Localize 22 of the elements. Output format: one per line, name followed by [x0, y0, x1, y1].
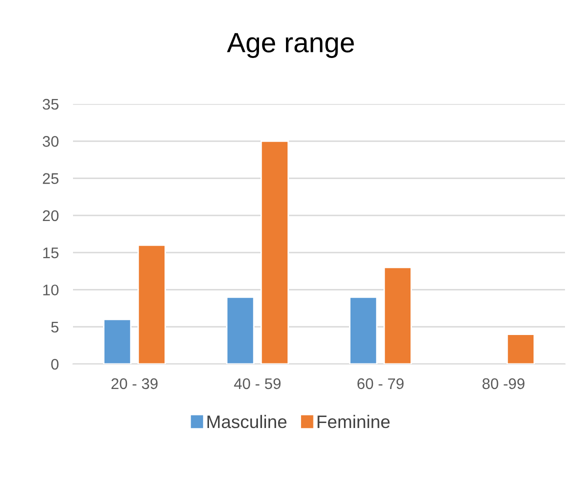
y-tick-label: 35 [42, 98, 58, 110]
bar [226, 296, 255, 364]
bar [260, 140, 289, 364]
chart-title: Age range [226, 33, 354, 58]
bar [103, 318, 132, 364]
legend-label: Feminine [318, 414, 390, 428]
y-tick-label: 15 [43, 248, 58, 258]
y-tick-label: 25 [42, 173, 58, 184]
y-tick-label: 5 [51, 322, 58, 333]
y-tick-label: 0 [51, 358, 59, 370]
bar [137, 244, 166, 364]
x-tick-label: 40 - 59 [234, 378, 281, 390]
y-tick-label: 30 [42, 136, 59, 147]
x-tick-label: 80 -99 [482, 378, 524, 390]
legend-label: Masculine [207, 414, 286, 428]
x-tick-label: 20 - 39 [111, 378, 158, 390]
x-tick-label: 60 - 79 [357, 378, 404, 390]
y-tick-label: 20 [42, 210, 59, 222]
bar [506, 334, 535, 364]
bar [349, 296, 378, 364]
y-tick-label: 10 [43, 284, 59, 296]
bar [383, 266, 412, 364]
